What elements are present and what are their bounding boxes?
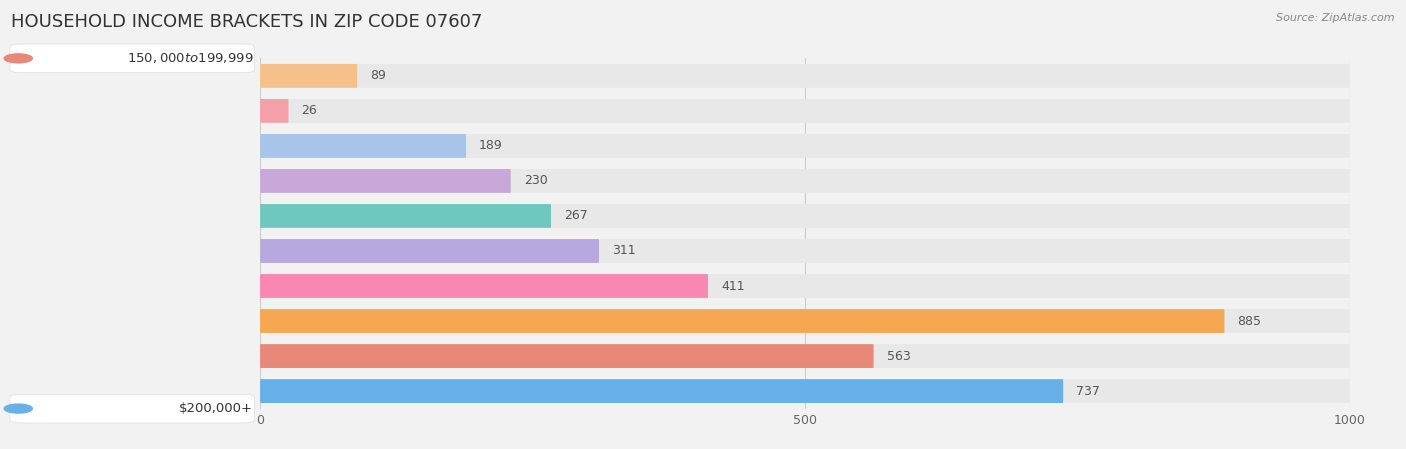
FancyBboxPatch shape (260, 344, 873, 368)
Text: Source: ZipAtlas.com: Source: ZipAtlas.com (1277, 13, 1395, 23)
Text: $200,000+: $200,000+ (179, 402, 253, 415)
FancyBboxPatch shape (260, 274, 1350, 298)
Text: 89: 89 (370, 70, 387, 82)
FancyBboxPatch shape (260, 134, 1350, 158)
Text: 189: 189 (479, 140, 503, 152)
FancyBboxPatch shape (260, 239, 1350, 263)
FancyBboxPatch shape (260, 344, 1350, 368)
Text: 230: 230 (524, 175, 547, 187)
FancyBboxPatch shape (260, 169, 510, 193)
FancyBboxPatch shape (260, 239, 599, 263)
FancyBboxPatch shape (260, 309, 1225, 333)
FancyBboxPatch shape (260, 379, 1063, 403)
FancyBboxPatch shape (260, 204, 1350, 228)
FancyBboxPatch shape (260, 204, 551, 228)
FancyBboxPatch shape (260, 379, 1350, 403)
FancyBboxPatch shape (260, 64, 357, 88)
FancyBboxPatch shape (260, 169, 1350, 193)
Text: 737: 737 (1076, 385, 1099, 397)
FancyBboxPatch shape (260, 64, 1350, 88)
FancyBboxPatch shape (260, 309, 1350, 333)
Text: HOUSEHOLD INCOME BRACKETS IN ZIP CODE 07607: HOUSEHOLD INCOME BRACKETS IN ZIP CODE 07… (11, 13, 482, 31)
FancyBboxPatch shape (260, 274, 709, 298)
Text: 267: 267 (564, 210, 588, 222)
FancyBboxPatch shape (260, 134, 465, 158)
FancyBboxPatch shape (260, 99, 1350, 123)
Text: 26: 26 (301, 105, 318, 117)
Text: 563: 563 (887, 350, 911, 362)
Text: 411: 411 (721, 280, 745, 292)
Text: $150,000 to $199,999: $150,000 to $199,999 (127, 51, 253, 66)
Text: 311: 311 (612, 245, 636, 257)
FancyBboxPatch shape (260, 99, 288, 123)
Text: 885: 885 (1237, 315, 1261, 327)
